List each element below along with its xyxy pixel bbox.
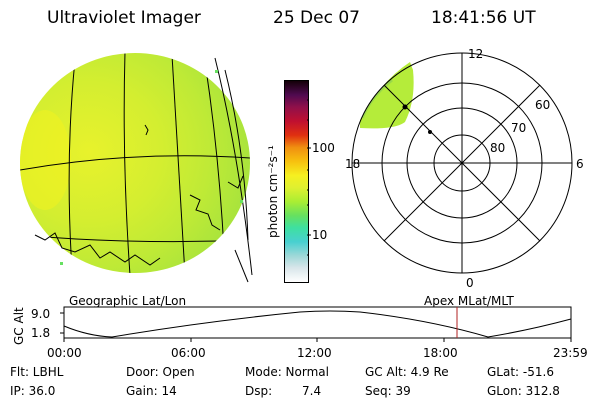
limb-speckle (60, 70, 243, 265)
polar-ring-80: 80 (490, 141, 506, 155)
color-bar-fill (285, 81, 308, 282)
observation-date: 25 Dec 07 (273, 8, 360, 28)
seq-status: Seq: 39 (365, 384, 411, 398)
coastlines (34, 124, 244, 266)
geographic-label: Geographic Lat/Lon (69, 294, 187, 308)
altitude-x-tick-0600: 06:00 (171, 346, 206, 360)
earth-disk (20, 53, 250, 273)
altitude-y-bottom: 1.8 (31, 326, 51, 340)
colorbar-tick-10: 10 (312, 228, 328, 242)
instrument-title: Ultraviolet Imager (47, 8, 201, 28)
polar-grid (351, 52, 573, 274)
altitude-y-top: 9.0 (31, 307, 51, 321)
mode-status: Mode: Normal (245, 365, 329, 379)
altitude-x-tick-2359: 23:59 (553, 346, 588, 360)
ip-status: IP: 36.0 (10, 384, 56, 398)
polar-label-18: 18 (345, 157, 361, 171)
observation-time: 18:41:56 UT (431, 8, 536, 28)
dsp-label: Dsp: (245, 384, 273, 398)
door-status: Door: Open (126, 365, 195, 379)
polar-label-6: 6 (576, 157, 584, 171)
altitude-x-tick-1200: 12:00 (297, 346, 332, 360)
gc-alt-status: GC Alt: 4.9 Re (365, 365, 449, 379)
polar-ring-70: 70 (511, 121, 527, 135)
polar-label-0: 0 (466, 276, 474, 290)
bright-limb (20, 110, 71, 210)
gain-status: Gain: 14 (126, 384, 177, 398)
apex-label: Apex MLat/MLT (424, 294, 514, 308)
colorbar-tick-100: 100 (312, 141, 335, 155)
altitude-curve (63, 310, 572, 338)
filter-status: Flt: LBHL (10, 365, 64, 379)
altitude-x-tick-0000: 00:00 (47, 346, 82, 360)
projection-lines (214, 57, 253, 283)
color-bar (284, 80, 309, 283)
altitude-x-tick-1800: 18:00 (423, 346, 458, 360)
polar-ring-60: 60 (535, 98, 551, 112)
glon-status: GLon: 312.8 (487, 384, 560, 398)
dsp-value: 7.4 (302, 384, 322, 398)
glat-status: GLat: -51.6 (487, 365, 554, 379)
polar-label-12: 12 (468, 47, 484, 61)
